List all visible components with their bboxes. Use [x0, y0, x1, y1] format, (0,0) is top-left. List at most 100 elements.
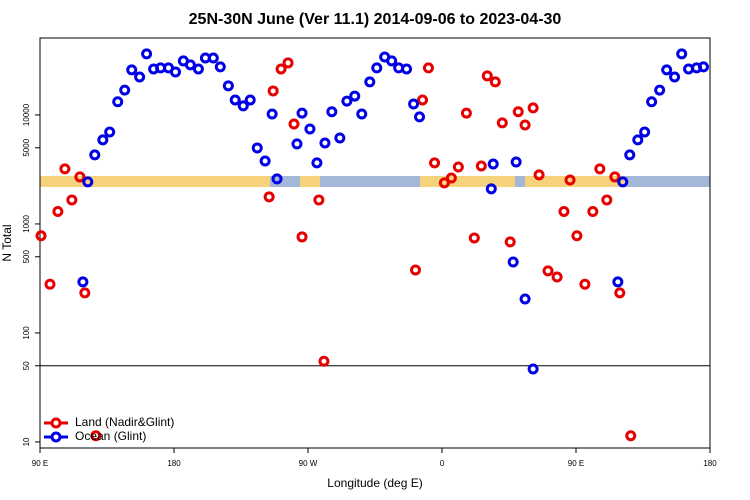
land-strip [40, 176, 270, 187]
x-tick-label: 180 [167, 459, 181, 468]
point [485, 183, 497, 195]
x-tick-label: 90 W [299, 459, 318, 468]
point [267, 85, 279, 97]
point [542, 265, 554, 277]
point [169, 66, 181, 78]
point [487, 158, 499, 170]
point [214, 61, 226, 73]
point [90, 430, 102, 442]
point [676, 48, 688, 60]
point [304, 123, 316, 135]
point [251, 142, 263, 154]
point [371, 62, 383, 74]
point [639, 126, 651, 138]
point [266, 108, 278, 120]
point [489, 76, 501, 88]
point [141, 48, 153, 60]
x-tick-label: 90 E [568, 459, 584, 468]
point [558, 206, 570, 218]
point [408, 98, 420, 110]
point [527, 363, 539, 375]
point [654, 84, 666, 96]
point [510, 156, 522, 168]
point [334, 132, 346, 144]
x-tick-label: 90 E [32, 459, 48, 468]
point [192, 63, 204, 75]
x-tick-label: 180 [703, 459, 717, 468]
point [669, 71, 681, 83]
point [244, 94, 256, 106]
plot-frame [39, 37, 711, 449]
point [438, 177, 450, 189]
point [614, 287, 626, 299]
point [617, 176, 629, 188]
point [259, 155, 271, 167]
point [237, 100, 249, 112]
point [460, 107, 472, 119]
point [609, 171, 621, 183]
point [311, 157, 323, 169]
chart-title: 25N-30N June (Ver 11.1) 2014-09-06 to 20… [189, 11, 562, 28]
point [184, 59, 196, 71]
point [422, 62, 434, 74]
point [571, 230, 583, 242]
point [326, 106, 338, 118]
point [356, 108, 368, 120]
point [97, 134, 109, 146]
land-strip [420, 176, 515, 187]
point [519, 293, 531, 305]
point [601, 194, 613, 206]
point [512, 106, 524, 118]
point [82, 176, 94, 188]
point [89, 149, 101, 161]
point [587, 206, 599, 218]
point [222, 80, 234, 92]
point [77, 276, 89, 288]
point [126, 64, 138, 76]
point [445, 172, 457, 184]
legend-label: Ocean (Glint) [75, 429, 146, 443]
point [79, 287, 91, 299]
point [296, 107, 308, 119]
point [632, 134, 644, 146]
ocean-strip [40, 176, 710, 187]
point [134, 71, 146, 83]
point [661, 64, 673, 76]
point [697, 61, 709, 73]
point [527, 102, 539, 114]
point [386, 55, 398, 67]
point [207, 52, 219, 64]
y-axis-label: N Total [0, 224, 14, 261]
y-tick-label: 50 [22, 361, 31, 370]
x-axis-label: Longitude (deg E) [327, 476, 422, 490]
point [112, 96, 124, 108]
point [409, 264, 421, 276]
point [52, 206, 64, 218]
point [475, 160, 487, 172]
point [564, 174, 576, 186]
point [594, 163, 606, 175]
point [364, 76, 376, 88]
point [275, 63, 287, 75]
point [313, 194, 325, 206]
point [624, 149, 636, 161]
point [533, 169, 545, 181]
point [519, 119, 531, 131]
point [318, 355, 330, 367]
point [319, 137, 331, 149]
point [414, 111, 426, 123]
point [119, 84, 131, 96]
legend-label: Land (Nadir&Glint) [75, 415, 174, 429]
point [74, 171, 86, 183]
point [341, 95, 353, 107]
legend-marker [50, 431, 62, 443]
point [271, 173, 283, 185]
point [625, 430, 637, 442]
point [104, 126, 116, 138]
point [401, 63, 413, 75]
point [429, 157, 441, 169]
y-tick-label: 100 [22, 326, 31, 340]
y-tick-label: 500 [22, 250, 31, 264]
